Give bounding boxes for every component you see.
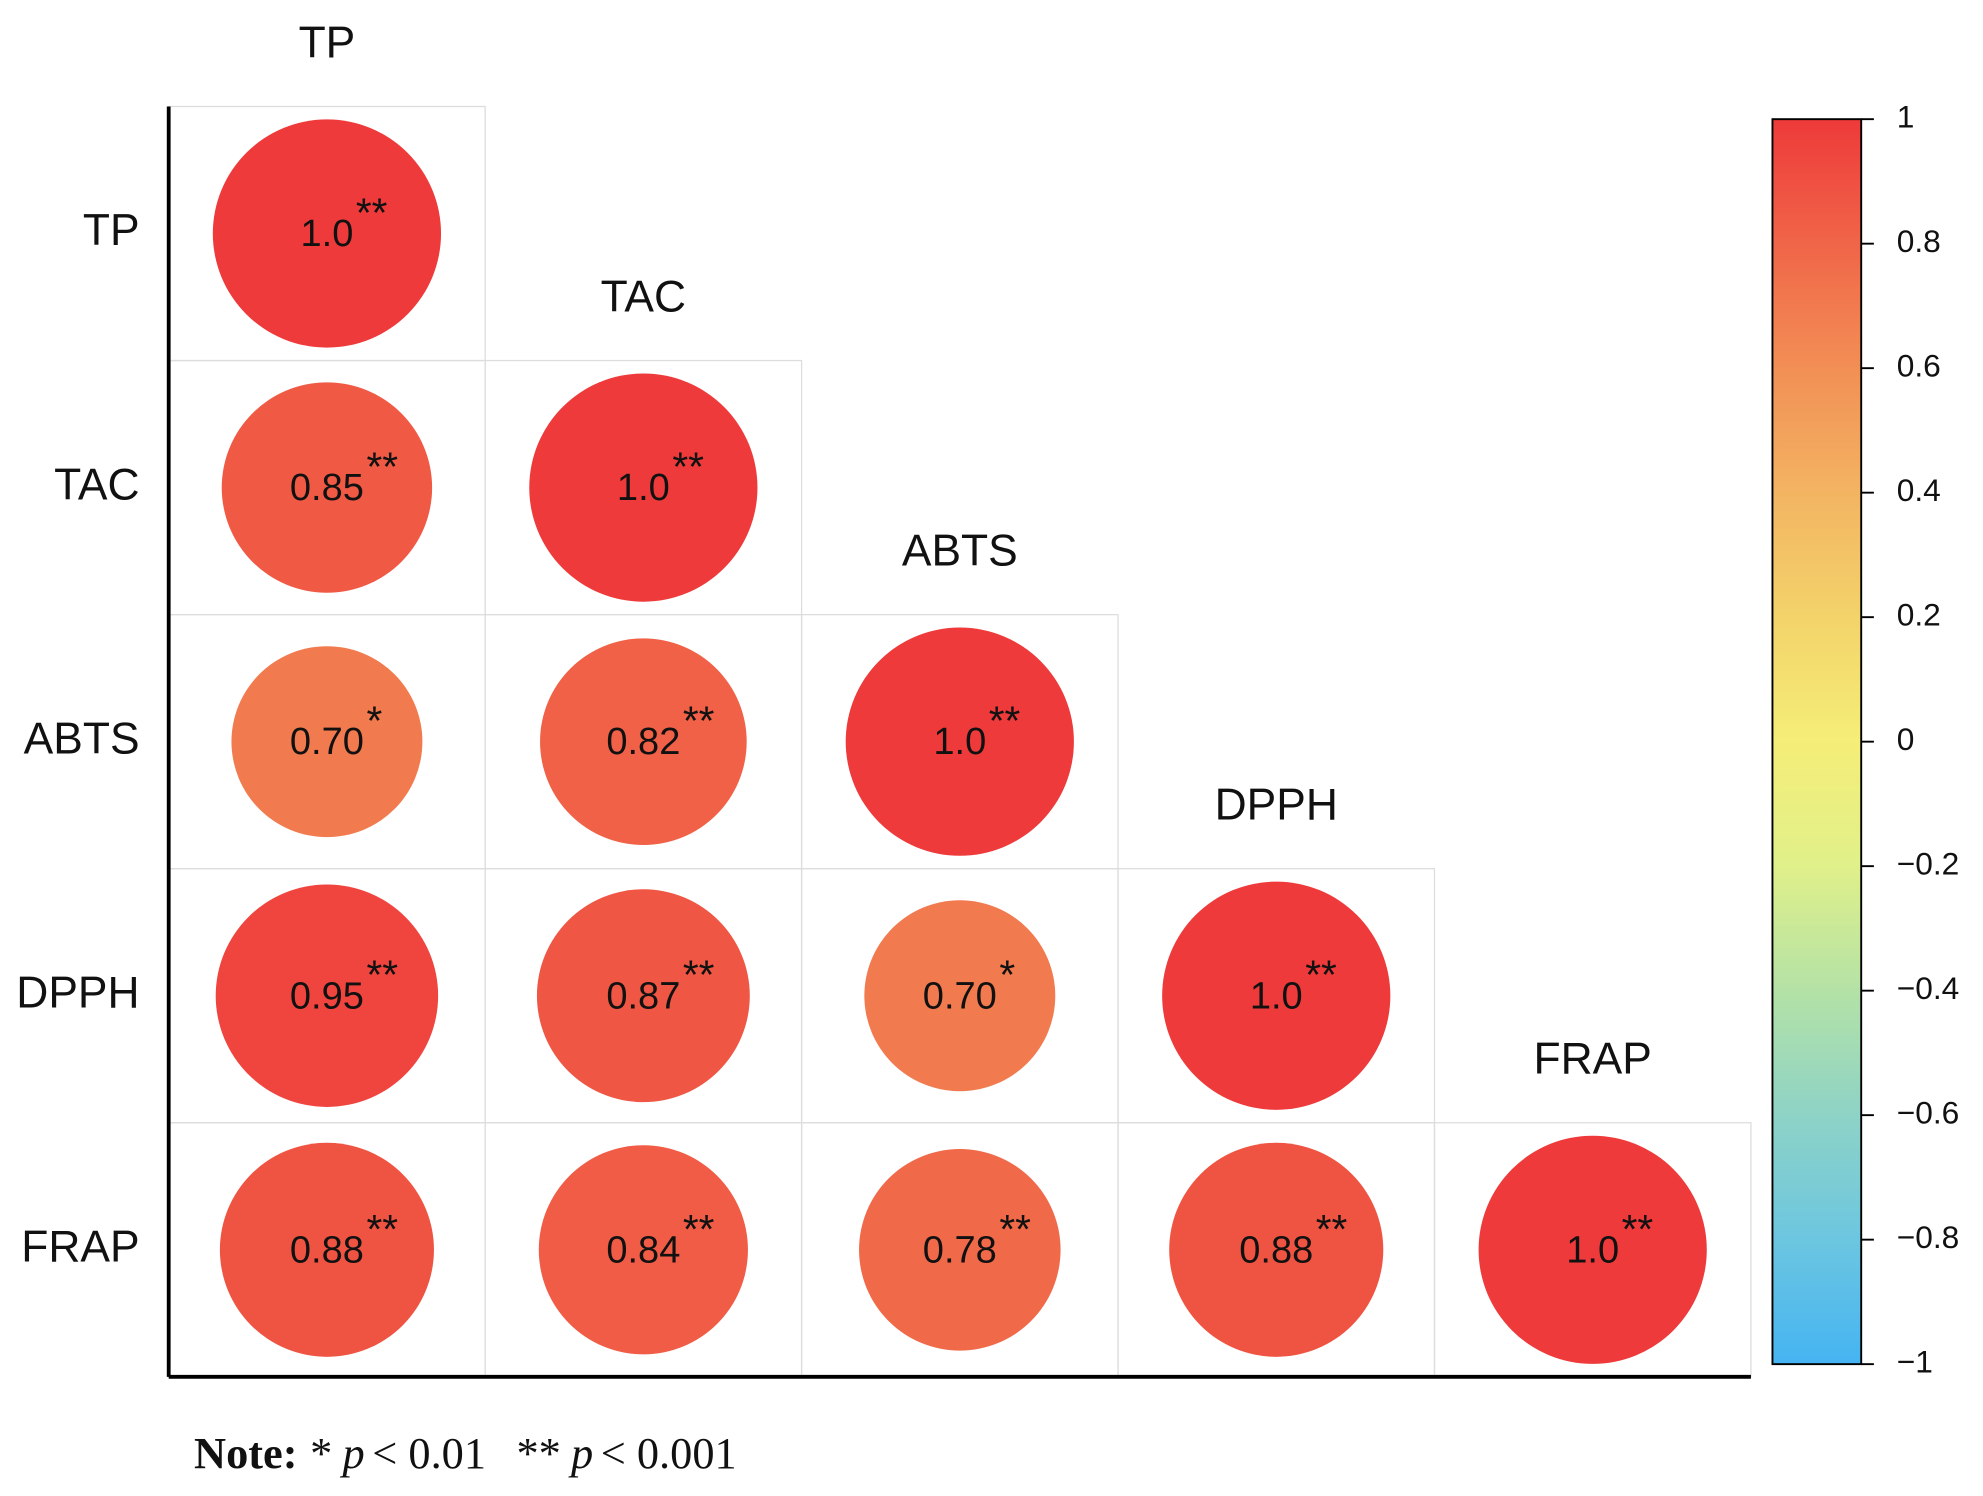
value-label: 0.84	[606, 1229, 680, 1271]
row-label: TAC	[54, 460, 139, 509]
value-label: 0.82	[606, 721, 680, 763]
correlation-circle	[864, 900, 1056, 1092]
value-label: 0.88	[1239, 1229, 1313, 1271]
significance-label: **	[366, 1206, 398, 1252]
row-label: DPPH	[16, 968, 139, 1017]
value-label: 1.0	[300, 213, 353, 255]
value-label: 0.85	[290, 467, 364, 509]
correlation-circle	[1478, 1135, 1707, 1364]
value-label: 1.0	[933, 721, 986, 763]
value-label: 1.0	[1250, 975, 1303, 1017]
value-label: 0.87	[606, 975, 680, 1017]
significance-label: **	[366, 444, 398, 490]
correlation-circle	[845, 627, 1074, 856]
row-label: FRAP	[21, 1223, 139, 1272]
column-label: DPPH	[1215, 781, 1338, 830]
colorbar-tick-label: −0.8	[1897, 1219, 1960, 1255]
colorbar-tick-label: −0.4	[1897, 970, 1960, 1006]
significance-label: **	[356, 189, 388, 235]
colorbar-tick-label: 0.4	[1897, 472, 1941, 508]
value-label: 1.0	[617, 467, 670, 509]
colorbar-tick-label: 1	[1897, 99, 1915, 135]
colorbar-tick-label: −1	[1897, 1344, 1933, 1380]
note-text: < 0.001	[601, 1428, 737, 1478]
correlation-circle	[529, 373, 758, 602]
column-label: ABTS	[902, 526, 1018, 575]
significance-label: **	[1305, 952, 1337, 998]
column-label: TP	[299, 18, 356, 67]
significance-label: **	[672, 444, 704, 490]
value-label: 0.88	[290, 1229, 364, 1271]
colorbar-tick-label: 0.8	[1897, 223, 1941, 259]
row-label: TP	[83, 206, 140, 255]
significance-label: **	[683, 952, 715, 998]
note: Note: * p < 0.01 ** p < 0.001	[194, 1428, 737, 1478]
correlation-circle	[859, 1149, 1061, 1351]
colorbar	[1771, 118, 1863, 1366]
note-symbol: p	[568, 1428, 593, 1478]
column-label: TAC	[601, 272, 686, 321]
note-stars: **	[516, 1428, 560, 1478]
colorbar-tick-label: 0.6	[1897, 348, 1941, 384]
note-symbol: p	[340, 1428, 365, 1478]
value-label: 0.78	[923, 1229, 997, 1271]
significance-label: **	[683, 698, 715, 744]
colorbar-tick-label: 0	[1897, 721, 1915, 757]
significance-label: **	[1622, 1206, 1654, 1252]
note-stars: *	[310, 1428, 332, 1478]
significance-label: *	[366, 698, 382, 744]
significance-label: **	[366, 952, 398, 998]
significance-label: **	[999, 1206, 1031, 1252]
value-label: 1.0	[1566, 1229, 1619, 1271]
colorbar-tick-label: −0.2	[1897, 846, 1960, 882]
correlation-circle	[219, 1142, 434, 1357]
correlation-circle	[536, 889, 750, 1103]
significance-label: **	[989, 698, 1021, 744]
row-label: ABTS	[24, 714, 140, 763]
correlation-circle	[1169, 1142, 1384, 1357]
correlation-circle	[540, 638, 747, 845]
correlation-circle	[215, 884, 439, 1107]
colorbar-tick-label: −0.6	[1897, 1095, 1960, 1131]
correlation-circle	[221, 382, 433, 593]
correlation-circle	[1162, 881, 1391, 1110]
significance-label: **	[683, 1206, 715, 1252]
correlation-circle	[212, 119, 442, 348]
correlation-circle	[538, 1145, 748, 1355]
value-label: 0.95	[290, 975, 364, 1017]
correlation-circle	[231, 646, 423, 838]
value-label: 0.70	[290, 721, 364, 763]
value-label: 0.70	[923, 975, 997, 1017]
significance-label: **	[1316, 1206, 1348, 1252]
note-label: Note:	[194, 1428, 297, 1478]
colorbar-tick-label: 0.2	[1897, 597, 1941, 633]
column-label: FRAP	[1534, 1035, 1652, 1084]
note-text: < 0.01	[372, 1428, 486, 1478]
significance-label: *	[999, 952, 1015, 998]
